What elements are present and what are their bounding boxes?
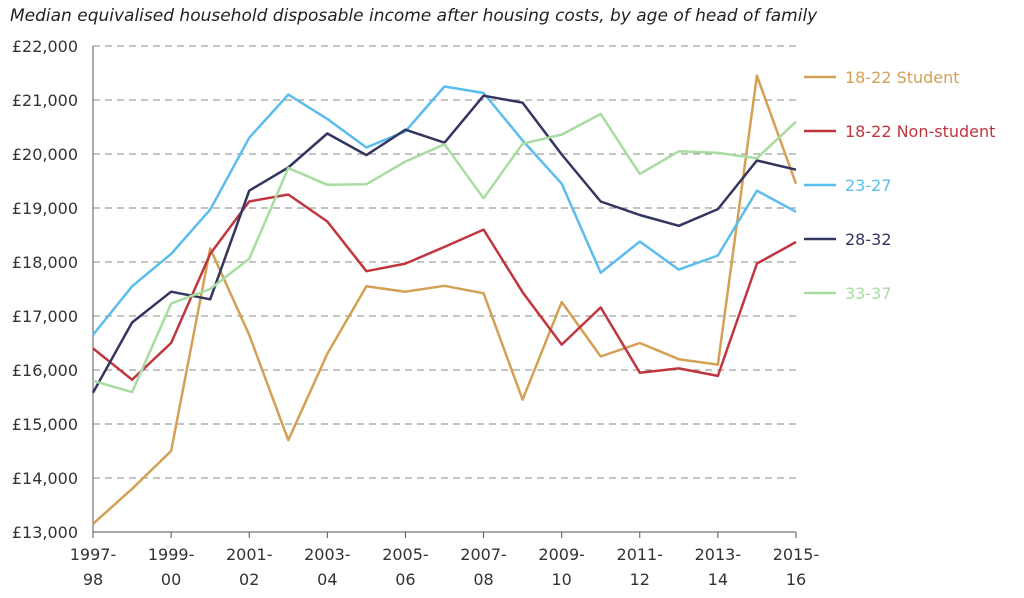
series-line-2: [92, 193, 797, 381]
series-line-4: [91, 94, 797, 394]
y-tick-label: £21,000: [12, 91, 78, 110]
y-tick-label: £17,000: [12, 307, 78, 326]
legend: 18-22 Student 18-22 Non-student 23-27 28-32…: [804, 68, 995, 303]
y-tick-label: £20,000: [12, 145, 78, 164]
y-tick-label: £15,000: [12, 415, 78, 434]
x-tick-label: 12: [630, 570, 650, 589]
x-tick-label: 2005-: [382, 545, 429, 564]
legend-label: 18-22 Non-student: [845, 122, 995, 141]
y-tick-label: £13,000: [12, 523, 78, 542]
x-tick-label: 2015-: [773, 545, 820, 564]
x-tick-label: 2007-: [460, 545, 507, 564]
series-line-3: [92, 85, 797, 336]
x-tick-label: 00: [161, 570, 181, 589]
x-tick-label: 08: [473, 570, 493, 589]
series-line-5: [92, 112, 797, 394]
y-tick-label: £14,000: [12, 469, 78, 488]
gridlines: [93, 45, 796, 479]
legend-label: 28-32: [845, 230, 892, 249]
axes: [92, 46, 797, 538]
x-tick-label: 2009-: [538, 545, 585, 564]
x-tick-label: 06: [395, 570, 415, 589]
series-line-1: [92, 74, 798, 525]
x-tick-label: 2011-: [617, 545, 664, 564]
x-tick-label: 2003-: [304, 545, 351, 564]
x-tick-label: 10: [551, 570, 571, 589]
x-tick-label: 14: [708, 570, 728, 589]
x-tick-label: 2013-: [695, 545, 742, 564]
y-tick-label: £19,000: [12, 199, 78, 218]
series-lines: [91, 74, 798, 525]
x-tick-label: 04: [317, 570, 337, 589]
y-tick-label: £18,000: [12, 253, 78, 272]
y-axis-tick-labels: £13,000 £14,000 £15,000 £16,000 £17,000 £18,0…: [12, 37, 78, 542]
x-tick-label: 02: [239, 570, 259, 589]
x-tick-label: 1997-: [70, 545, 117, 564]
legend-label: 33-37: [845, 284, 892, 303]
y-tick-label: £22,000: [12, 37, 78, 56]
x-tick-label: 98: [83, 570, 103, 589]
x-axis-tick-labels: 1997- 98 1999- 00 2001- 02 2003- 04 2005- 06 2007-…: [70, 545, 820, 589]
x-tick-label: 2001-: [226, 545, 273, 564]
x-tick-label: 1999-: [148, 545, 195, 564]
legend-label: 18-22 Student: [845, 68, 960, 87]
legend-label: 23-27: [845, 176, 892, 195]
y-tick-label: £16,000: [12, 361, 78, 380]
chart-title: Median equivalised household disposable …: [10, 6, 818, 26]
x-tick-label: 16: [786, 570, 806, 589]
